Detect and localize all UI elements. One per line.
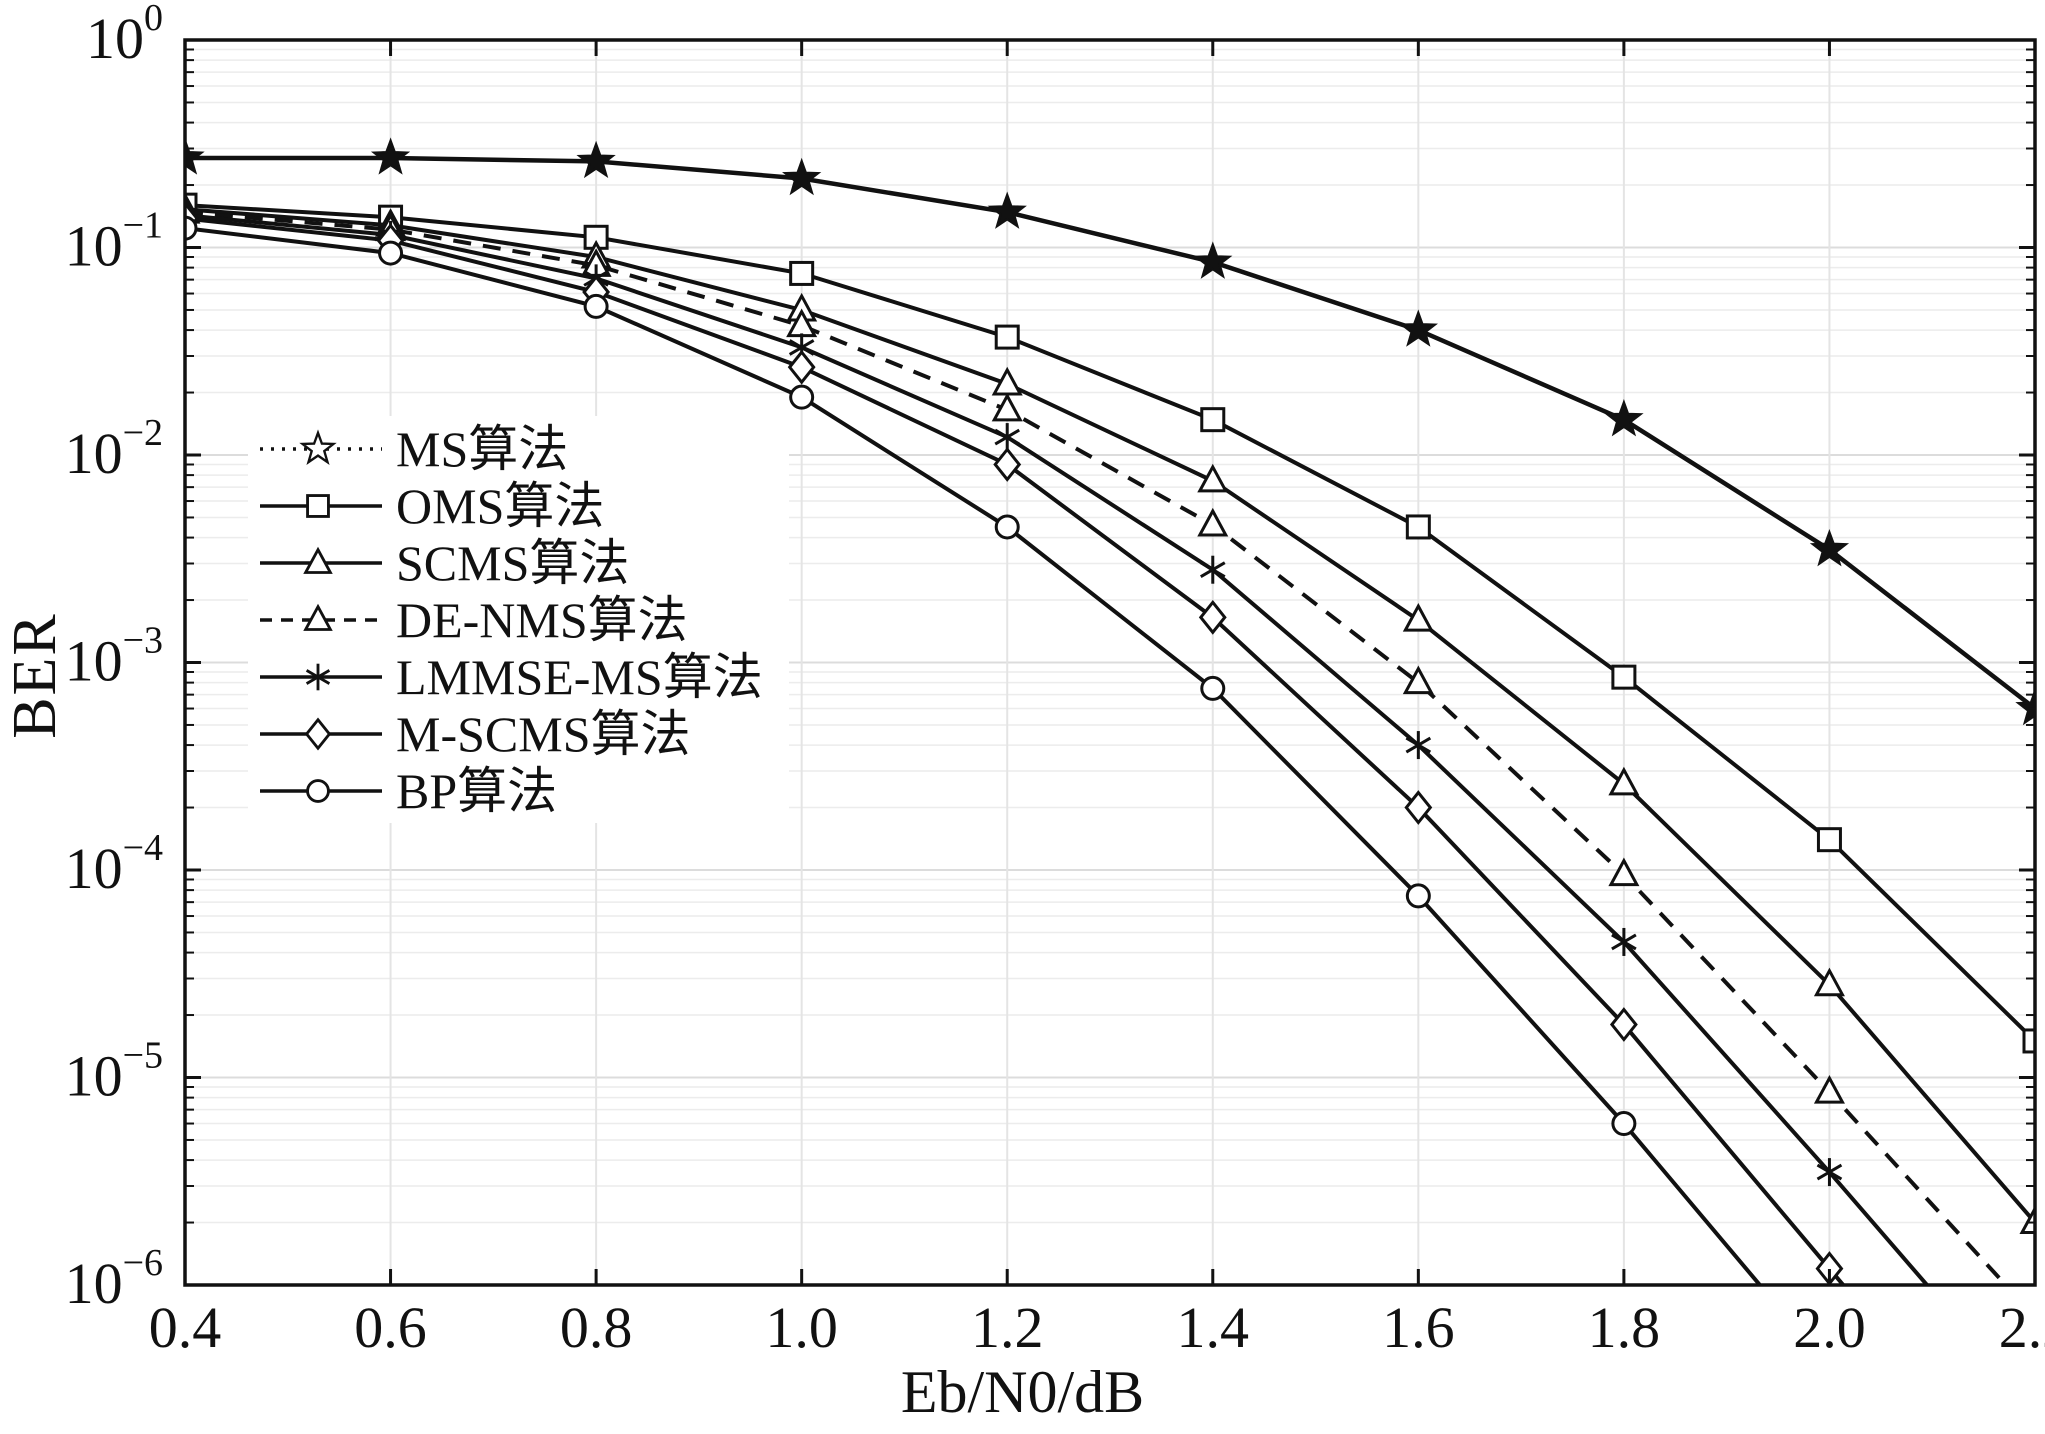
x-axis-title: Eb/N0/dB bbox=[900, 1359, 1145, 1425]
legend-label: SCMS算法 bbox=[396, 534, 630, 591]
y-tick-label: 10−1 bbox=[65, 205, 163, 279]
gridlines bbox=[185, 40, 2035, 1285]
y-tick-label: 10−3 bbox=[65, 620, 163, 694]
legend-diamond-icon bbox=[260, 716, 382, 751]
y-axis-title: BER bbox=[0, 612, 69, 739]
legend-star-icon bbox=[260, 428, 382, 465]
x-tick-label: 2.2 bbox=[1999, 1295, 2045, 1360]
legend-item-scms: SCMS算法 bbox=[256, 534, 763, 591]
x-tick-label: 1.4 bbox=[1177, 1295, 1250, 1360]
legend-item-de-nms: DE-NMS算法 bbox=[256, 591, 763, 648]
legend-item-lmmse-ms: LMMSE-MS算法 bbox=[256, 648, 763, 705]
y-tick-label: 10−6 bbox=[65, 1242, 163, 1316]
legend: MS算法 OMS算法 SCMS算法 DE-NMS算法 LMMSE-MS算法 M-… bbox=[248, 416, 789, 823]
legend-label: DE-NMS算法 bbox=[396, 591, 688, 648]
series-1 bbox=[185, 192, 2035, 1054]
x-tick-label: 1.6 bbox=[1382, 1295, 1455, 1360]
series-0 bbox=[185, 137, 2035, 726]
legend-label: LMMSE-MS算法 bbox=[396, 648, 763, 705]
x-tick-label: 1.0 bbox=[765, 1295, 838, 1360]
y-tick-label: 10−4 bbox=[65, 827, 163, 901]
legend-item-bp: BP算法 bbox=[256, 762, 763, 819]
y-tick-label: 100 bbox=[86, 0, 163, 71]
legend-item-oms: OMS算法 bbox=[256, 477, 763, 534]
axis-ticks bbox=[183, 38, 2037, 1287]
x-tick-label: 2.0 bbox=[1793, 1295, 1866, 1360]
y-tick-labels: 100 10−1 10−2 10−3 10−4 10−5 10−6 bbox=[65, 0, 163, 1316]
x-tick-label: 0.8 bbox=[560, 1295, 633, 1360]
y-tick-label: 10−2 bbox=[65, 412, 163, 486]
legend-label: MS算法 bbox=[396, 420, 569, 477]
legend-label: OMS算法 bbox=[396, 477, 605, 534]
legend-triangle-dashed-icon bbox=[260, 603, 382, 631]
legend-item-m-scms: M-SCMS算法 bbox=[256, 705, 763, 762]
x-tick-label: 1.2 bbox=[971, 1295, 1044, 1360]
y-tick-label: 10−5 bbox=[65, 1035, 163, 1109]
legend-label: M-SCMS算法 bbox=[396, 705, 691, 762]
legend-label: BP算法 bbox=[396, 762, 558, 819]
legend-square-icon bbox=[260, 493, 382, 518]
x-tick-labels: 0.4 0.6 0.8 1.0 1.2 1.4 1.6 1.8 2.0 2.2 bbox=[149, 1295, 2045, 1360]
legend-circle-icon bbox=[260, 778, 382, 803]
x-tick-label: 0.6 bbox=[354, 1295, 427, 1360]
x-tick-label: 1.8 bbox=[1588, 1295, 1661, 1360]
legend-triangle-icon bbox=[260, 546, 382, 574]
legend-item-ms: MS算法 bbox=[256, 420, 763, 477]
legend-asterisk-icon bbox=[260, 663, 382, 690]
series-6 bbox=[185, 215, 1763, 1285]
x-tick-label: 0.4 bbox=[149, 1295, 222, 1360]
